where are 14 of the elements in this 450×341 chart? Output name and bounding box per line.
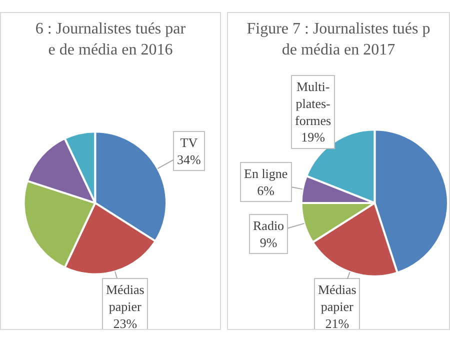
data-label: 19%: [301, 130, 326, 145]
chart-title: Figure 7 : Journalistes tués p de média en 2017: [246, 20, 430, 58]
data-label: 34%: [177, 152, 201, 167]
slice-label: Multi-plates-formes: [295, 79, 332, 128]
slice-label: TV: [180, 135, 198, 150]
data-label: 23%: [113, 316, 138, 331]
data-label: 6%: [257, 182, 275, 198]
slice-label: En ligne: [244, 166, 288, 181]
slice-label: Médias papier: [318, 282, 356, 314]
data-label: 21%: [325, 316, 350, 331]
chart-title: 6 : Journalistes tués par e de média en 2016: [35, 20, 186, 58]
slice-label: Médias papier: [106, 282, 144, 314]
data-label: 9%: [260, 234, 278, 250]
slice-label: Radio: [253, 218, 284, 233]
